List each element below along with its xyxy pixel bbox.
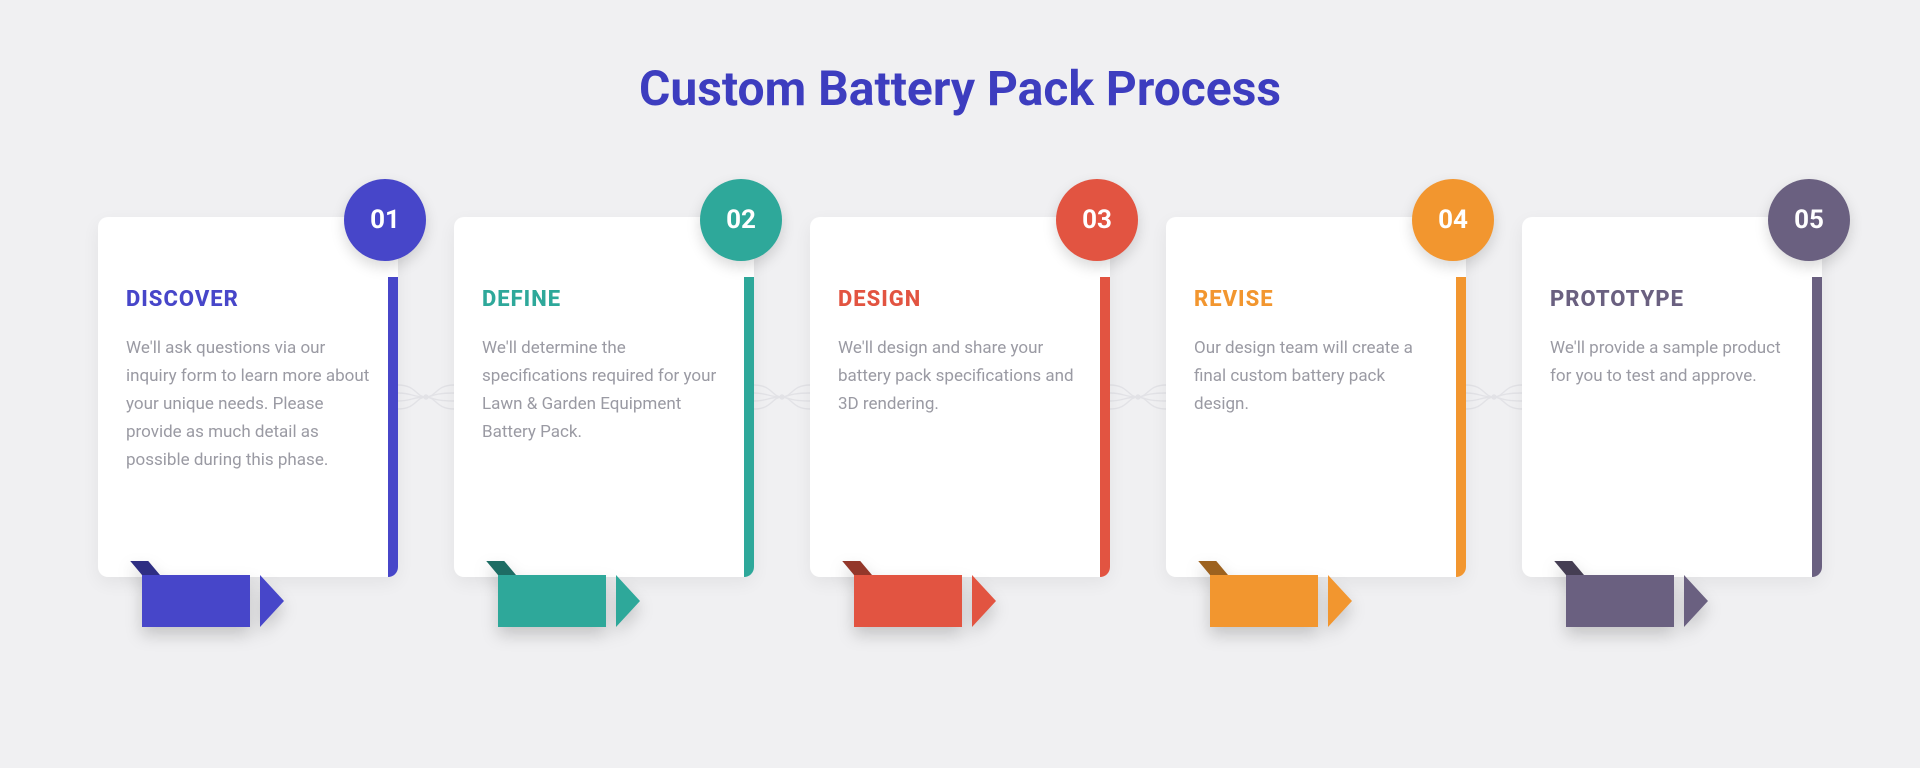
process-step: 03DESIGNWe'll design and share your batt…: [810, 217, 1110, 577]
arrow-icon: [854, 575, 996, 627]
step-title: PROTOTYPE: [1550, 287, 1794, 312]
step-card: 05PROTOTYPEWe'll provide a sample produc…: [1522, 217, 1822, 577]
connector-icon: [754, 377, 810, 417]
card-accent-bar: [744, 277, 754, 577]
step-title: REVISE: [1194, 287, 1438, 312]
process-step: 01DISCOVERWe'll ask questions via our in…: [98, 217, 398, 577]
step-number-badge: 05: [1768, 179, 1850, 261]
card-accent-bar: [1100, 277, 1110, 577]
step-number-badge: 01: [344, 179, 426, 261]
card-accent-bar: [388, 277, 398, 577]
arrow-icon: [1210, 575, 1352, 627]
step-description: We'll design and share your battery pack…: [838, 334, 1082, 418]
step-title: DEFINE: [482, 287, 726, 312]
card-accent-bar: [1456, 277, 1466, 577]
step-card: 02DEFINEWe'll determine the specificatio…: [454, 217, 754, 577]
step-title: DESIGN: [838, 287, 1082, 312]
step-description: We'll provide a sample product for you t…: [1550, 334, 1794, 390]
process-step: 04REVISEOur design team will create a fi…: [1166, 217, 1466, 577]
process-step: 05PROTOTYPEWe'll provide a sample produc…: [1522, 217, 1822, 577]
step-card: 03DESIGNWe'll design and share your batt…: [810, 217, 1110, 577]
connector-icon: [1110, 377, 1166, 417]
step-number-badge: 03: [1056, 179, 1138, 261]
arrow-icon: [142, 575, 284, 627]
steps-row: 01DISCOVERWe'll ask questions via our in…: [80, 217, 1840, 577]
process-step: 02DEFINEWe'll determine the specificatio…: [454, 217, 754, 577]
arrow-icon: [1566, 575, 1708, 627]
step-description: We'll determine the specifications requi…: [482, 334, 726, 446]
arrow-icon: [498, 575, 640, 627]
page-title: Custom Battery Pack Process: [80, 60, 1840, 117]
card-accent-bar: [1812, 277, 1822, 577]
step-description: Our design team will create a final cust…: [1194, 334, 1438, 418]
step-number-badge: 04: [1412, 179, 1494, 261]
connector-icon: [1466, 377, 1522, 417]
step-card: 01DISCOVERWe'll ask questions via our in…: [98, 217, 398, 577]
step-number-badge: 02: [700, 179, 782, 261]
step-title: DISCOVER: [126, 287, 370, 312]
step-description: We'll ask questions via our inquiry form…: [126, 334, 370, 474]
step-card: 04REVISEOur design team will create a fi…: [1166, 217, 1466, 577]
connector-icon: [398, 377, 454, 417]
process-infographic: Custom Battery Pack Process 01DISCOVERWe…: [0, 0, 1920, 577]
